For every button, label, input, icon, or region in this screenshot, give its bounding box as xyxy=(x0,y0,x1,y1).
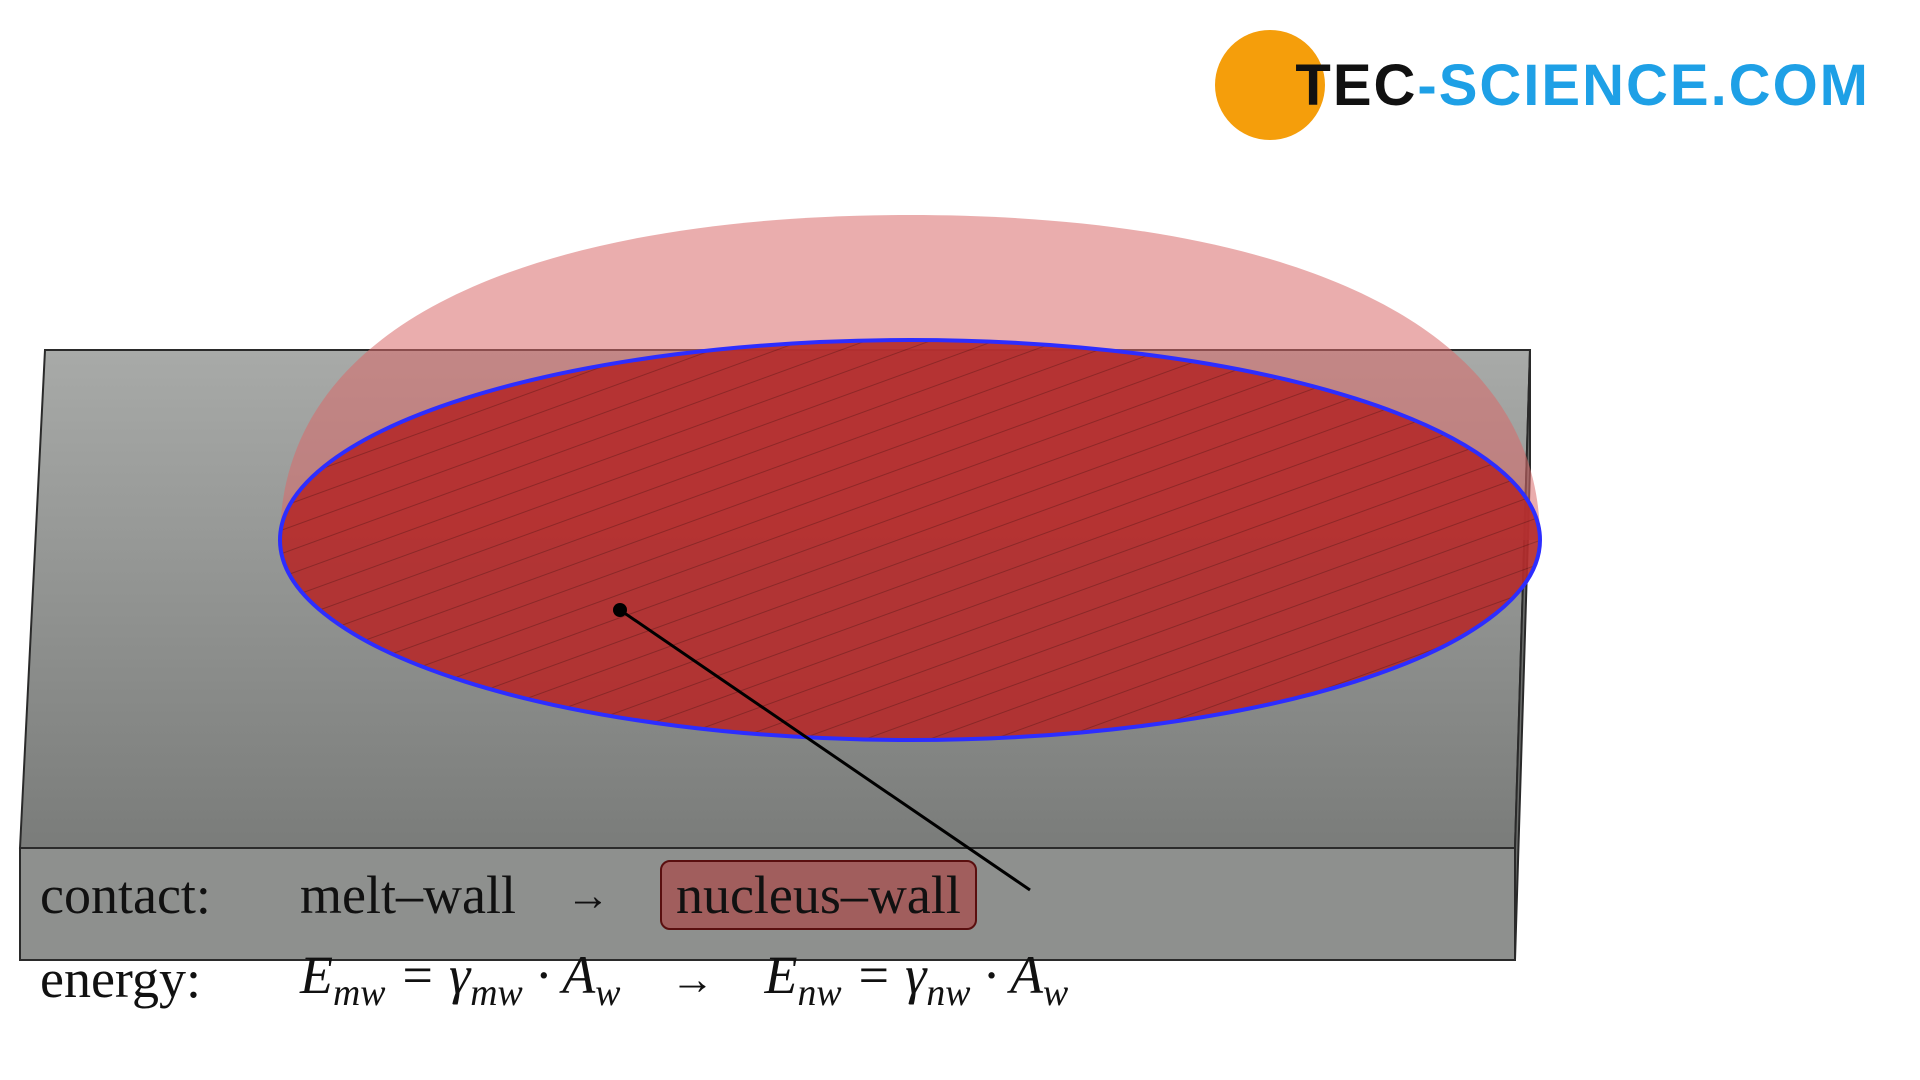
energy-to-formula: Enw = γnw · Aw xyxy=(765,944,1069,1015)
sym-E: E xyxy=(300,945,333,1005)
stage: TEC-SCIENCE.COM xyxy=(0,0,1920,1080)
sub-Aw: w xyxy=(595,972,620,1014)
contact-ellipse xyxy=(280,340,1540,740)
contact-row: contact: melt–wall → nucleus–wall xyxy=(40,860,1290,930)
contact-label: contact: xyxy=(40,864,260,926)
arrow-icon-2: → xyxy=(661,954,725,1005)
sym-A2: A xyxy=(1010,945,1043,1005)
sym-A: A xyxy=(562,945,595,1005)
contact-to-highlight: nucleus–wall xyxy=(660,860,977,930)
sym-gamma2: γ xyxy=(905,945,926,1005)
legend-block: contact: melt–wall → nucleus–wall energy… xyxy=(40,860,1290,1015)
sub-Aw2: w xyxy=(1043,972,1068,1014)
sub-nw: nw xyxy=(798,972,842,1014)
logo-seg2: -SCIENCE.COM xyxy=(1417,52,1870,119)
arrow-icon: → xyxy=(556,870,620,921)
sub-mw: mw xyxy=(333,972,386,1014)
energy-label: energy: xyxy=(40,948,260,1010)
sub-gmw: mw xyxy=(470,972,523,1014)
energy-from-formula: Emw = γmw · Aw xyxy=(300,944,621,1015)
energy-row: energy: Emw = γmw · Aw → Enw = γnw · Aw xyxy=(40,944,1290,1015)
logo-text: TEC-SCIENCE.COM xyxy=(1295,52,1870,119)
logo-seg1: TEC xyxy=(1295,52,1417,119)
sym-gamma: γ xyxy=(449,945,470,1005)
contact-from: melt–wall xyxy=(300,864,516,926)
sub-gnw: nw xyxy=(926,972,970,1014)
sym-E2: E xyxy=(765,945,798,1005)
